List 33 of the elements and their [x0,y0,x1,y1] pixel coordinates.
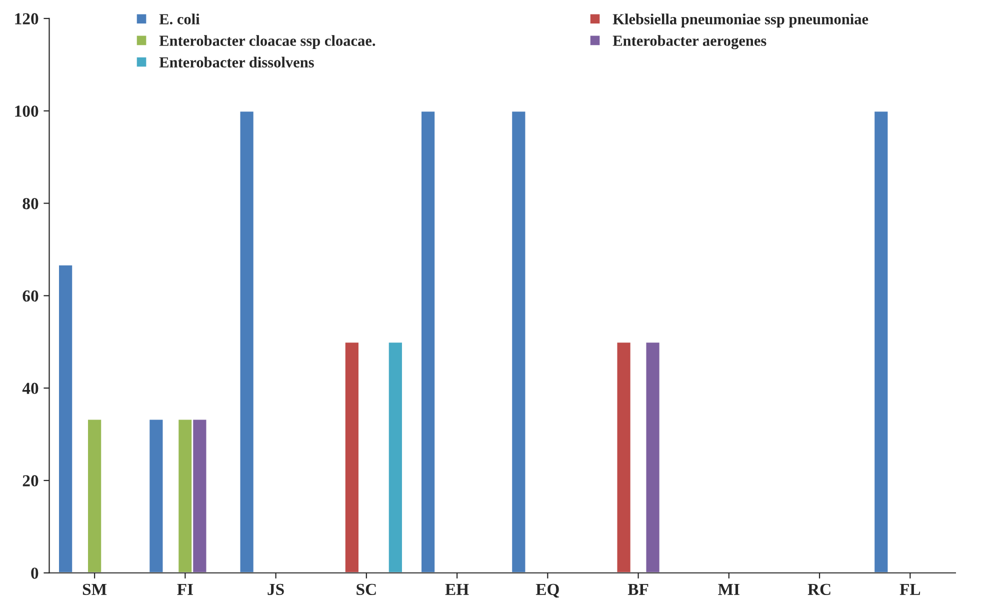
bar [616,341,632,573]
x-tick-label: SM [82,584,107,596]
x-tick-label: BF [628,584,648,595]
x-tick-label: MI [718,584,740,595]
x-tick-label: RC [808,584,830,596]
bar [58,264,74,573]
legend-label: Enterobacter cloacae ssp cloacae. [159,35,376,50]
bar [387,341,404,573]
y-tick-label: 100 [15,106,38,117]
x-tick-label: FI [177,584,193,595]
legend-label: Enterobacter dissolvens [159,56,314,68]
bar [148,418,164,573]
y-tick-label: 40 [22,382,38,394]
bar [344,341,360,573]
x-tick-label: SC [356,584,376,596]
bar [873,110,890,573]
y-tick-label: 20 [22,475,38,486]
y-tick-label: 60 [22,290,38,302]
bar [420,110,436,573]
bar [644,341,661,573]
x-tick-label: EQ [536,584,559,598]
x-tick-label: FL [900,584,920,595]
x-tick-label: EH [445,584,469,595]
bar [238,110,255,573]
y-tick-label: 120 [15,13,38,24]
y-tick-label: 0 [31,568,38,579]
y-tick-label: 80 [22,198,38,210]
bar [86,418,103,573]
bar [510,110,527,573]
legend-label: Klebsiella pneumoniae ssp pneumoniae [612,14,868,28]
legend-label: Enterobacter aerogenes [612,35,766,50]
x-tick-label: JS [268,584,284,596]
legend-label: E. coli [159,14,200,24]
